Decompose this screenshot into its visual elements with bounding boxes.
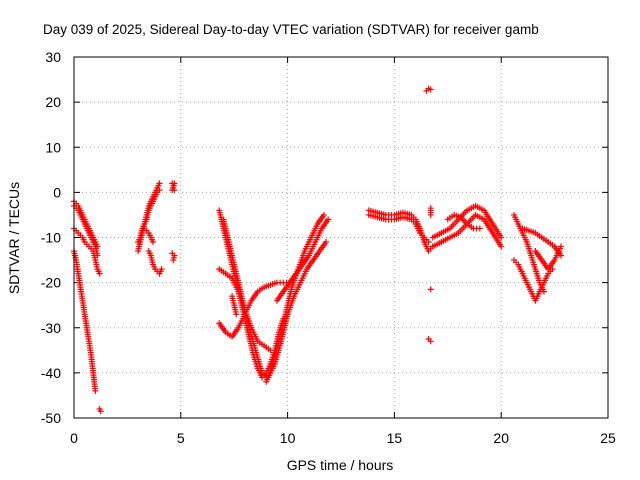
- series-arc-f2: [511, 257, 556, 304]
- y-tick-label: -20: [41, 275, 61, 291]
- data-point: [92, 387, 99, 394]
- data-point: [233, 311, 240, 318]
- series-arc-c8: [229, 293, 240, 318]
- series-arc-f4: [532, 243, 565, 273]
- x-tick-label: 15: [387, 430, 403, 446]
- data-point: [427, 286, 434, 293]
- data-point: [156, 180, 163, 187]
- series-arc-b5: [169, 180, 178, 194]
- series-arc-b4: [141, 225, 157, 246]
- series-arc-e2: [429, 211, 505, 250]
- y-tick-label: 20: [45, 94, 61, 110]
- series-arc-a4: [71, 248, 99, 394]
- y-tick-label: 10: [45, 139, 61, 155]
- y-tick-label: -50: [41, 410, 61, 426]
- series-arc-d6: [425, 336, 434, 345]
- data-point: [427, 211, 434, 218]
- x-tick-label: 5: [177, 430, 185, 446]
- series-arc-d5: [427, 286, 434, 293]
- data-point: [427, 338, 434, 345]
- series-arc-d4: [427, 205, 434, 218]
- series-arc-b2: [135, 187, 163, 246]
- data-point: [427, 86, 434, 93]
- data-point: [476, 225, 483, 232]
- data-point: [558, 243, 565, 250]
- data-point: [171, 187, 178, 194]
- series-arc-d3: [423, 85, 434, 94]
- data-point: [150, 239, 157, 246]
- data-point: [96, 270, 103, 277]
- series-arc-d1: [365, 207, 436, 255]
- plot-frame: [73, 56, 609, 419]
- data-point: [498, 243, 505, 250]
- data-point: [170, 257, 177, 264]
- y-tick-label: -30: [41, 320, 61, 336]
- series-arc-c4: [216, 279, 293, 340]
- data-point: [498, 234, 505, 241]
- series-arc-a2: [71, 202, 101, 259]
- y-tick-label: 0: [53, 184, 61, 200]
- series-arc-e1: [429, 202, 505, 241]
- data-point: [320, 211, 327, 218]
- data-point: [156, 187, 163, 194]
- y-axis-label: SDTVAR / TECUs: [6, 182, 22, 294]
- series-arc-b3: [145, 248, 165, 277]
- x-tick-label: 20: [493, 430, 509, 446]
- series-arc-c6: [273, 216, 332, 304]
- data-point: [325, 216, 332, 223]
- series-arc-c7: [284, 239, 330, 318]
- data-point: [158, 266, 165, 273]
- data-point: [425, 239, 432, 246]
- x-tick-label: 0: [70, 430, 78, 446]
- grid: [74, 57, 608, 418]
- data-point: [97, 408, 104, 415]
- y-tick-label: -40: [41, 365, 61, 381]
- x-tick-label: 25: [600, 430, 616, 446]
- series-arc-d2: [365, 211, 432, 246]
- x-tick-label: 10: [280, 430, 296, 446]
- tick-labels: 0 5 10 15 20 25 -50 -40 -30 -20 -10 0 10 20 30: [41, 49, 616, 446]
- series-arc-e3: [444, 211, 483, 232]
- series-arc-a3: [71, 225, 103, 277]
- series-arc-a5: [96, 405, 104, 415]
- series-arc-b6: [169, 250, 178, 264]
- chart-title: Day 039 of 2025, Sidereal Day-to-day VTE…: [43, 22, 539, 37]
- data-point: [267, 347, 274, 354]
- data-points: [71, 85, 565, 415]
- y-tick-label: 30: [45, 49, 61, 65]
- data-point: [323, 239, 330, 246]
- x-axis-label: GPS time / hours: [287, 457, 394, 473]
- y-tick-label: -10: [41, 230, 61, 246]
